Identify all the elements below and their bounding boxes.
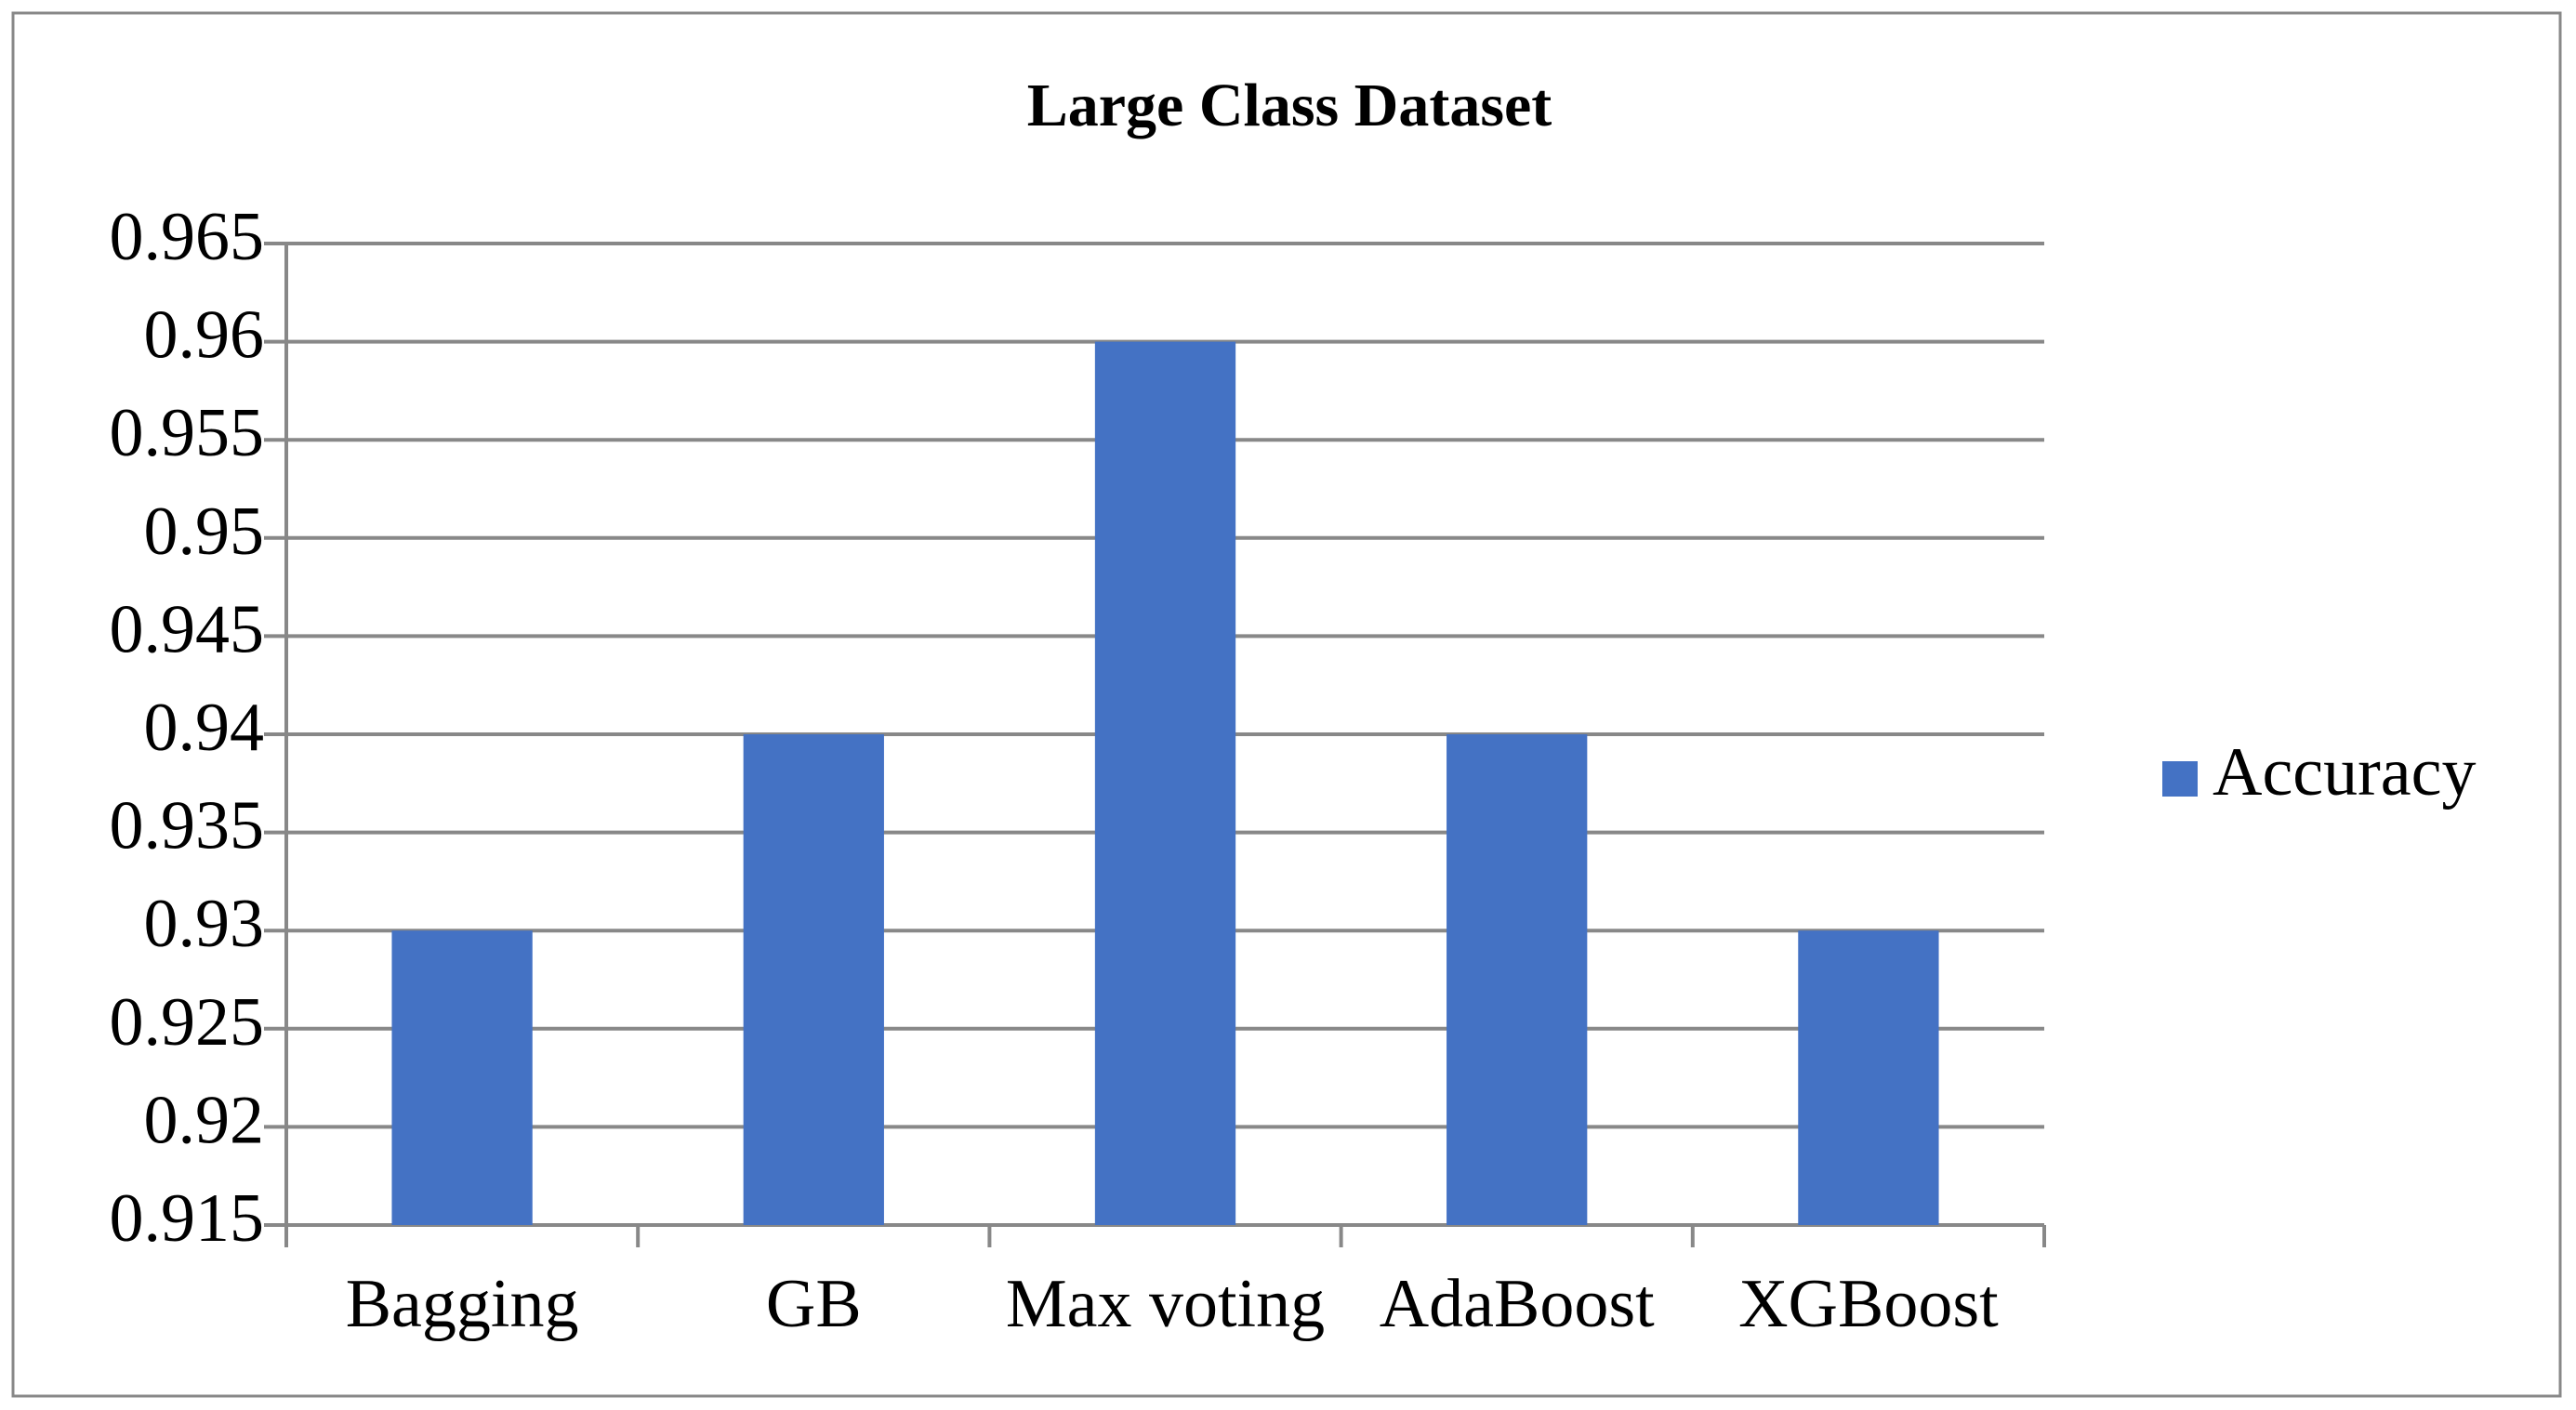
y-tick-label: 0.925 — [110, 984, 265, 1061]
legend-swatch — [2162, 761, 2198, 797]
legend-label: Accuracy — [2213, 734, 2476, 810]
y-tick-label: 0.93 — [144, 886, 265, 962]
y-tick-label: 0.935 — [110, 788, 265, 864]
y-tick-label: 0.92 — [144, 1082, 265, 1158]
x-tick-label: Max voting — [1006, 1266, 1325, 1342]
y-tick-label: 0.945 — [110, 591, 265, 667]
y-tick-label: 0.96 — [144, 297, 265, 374]
bar — [391, 930, 533, 1225]
x-tick-label: AdaBoost — [1380, 1266, 1655, 1342]
chart-title: Large Class Dataset — [1027, 72, 1552, 139]
y-tick-label: 0.915 — [110, 1180, 265, 1257]
x-tick-label: GB — [766, 1266, 862, 1342]
x-tick-label: Bagging — [346, 1266, 579, 1342]
bar — [1447, 734, 1588, 1225]
y-tick-label: 0.965 — [110, 199, 265, 275]
y-tick-label: 0.95 — [144, 494, 265, 570]
x-tick-label: XGBoost — [1738, 1266, 1999, 1342]
bar — [1798, 930, 1939, 1225]
bar — [743, 734, 884, 1225]
y-tick-label: 0.94 — [144, 690, 265, 766]
bar — [1094, 341, 1236, 1226]
y-tick-label: 0.955 — [110, 395, 265, 471]
